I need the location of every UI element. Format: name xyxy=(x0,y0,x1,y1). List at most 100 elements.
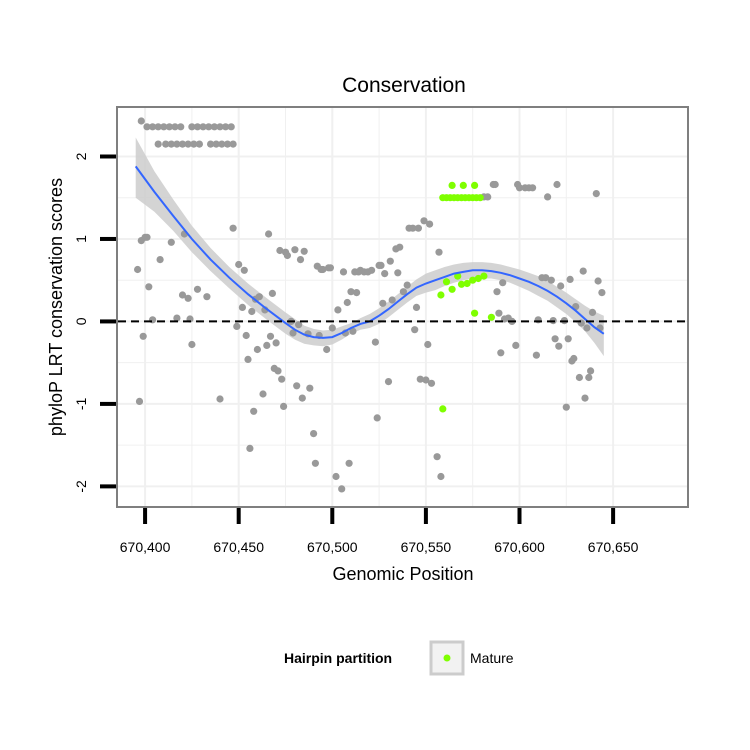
mature-point xyxy=(437,291,445,299)
smooth-line xyxy=(134,165,605,339)
mature-point xyxy=(471,181,479,189)
data-point xyxy=(347,288,355,296)
data-point xyxy=(210,123,218,131)
data-point xyxy=(426,220,434,228)
data-point xyxy=(229,224,237,232)
legend-key-mature xyxy=(429,640,465,676)
data-point xyxy=(246,444,254,452)
data-point xyxy=(283,251,291,260)
data-point xyxy=(319,265,327,274)
data-point xyxy=(515,184,524,192)
data-point xyxy=(167,238,175,246)
data-point xyxy=(564,335,572,343)
data-point xyxy=(223,140,232,148)
data-point xyxy=(381,270,389,278)
data-point xyxy=(437,472,445,481)
y-tick-label: 2 xyxy=(73,152,89,160)
legend-title: Hairpin partition xyxy=(284,650,392,666)
data-point xyxy=(581,394,589,402)
data-point xyxy=(240,266,248,274)
data-point xyxy=(212,140,220,148)
data-point xyxy=(575,373,584,382)
data-point xyxy=(188,340,196,349)
data-point xyxy=(377,261,385,269)
data-point xyxy=(544,193,552,201)
y-tick-label: 0 xyxy=(73,317,89,325)
data-point xyxy=(532,351,541,359)
grid-lines xyxy=(118,108,687,506)
data-point xyxy=(216,123,224,131)
data-point xyxy=(420,217,428,225)
data-point xyxy=(203,293,211,301)
x-tick-label: 670,550 xyxy=(401,539,452,555)
data-point xyxy=(135,397,144,405)
mature-point xyxy=(448,181,456,189)
data-point xyxy=(253,345,261,354)
data-point xyxy=(562,403,570,411)
data-point xyxy=(154,123,162,131)
data-point xyxy=(386,257,394,265)
data-point xyxy=(384,378,393,386)
data-point xyxy=(193,123,202,131)
data-point xyxy=(259,390,267,398)
plot-panel xyxy=(116,106,689,508)
data-point xyxy=(296,256,305,264)
chart-title: Conservation xyxy=(342,74,466,97)
data-point xyxy=(495,309,503,317)
data-point xyxy=(353,289,361,297)
data-point xyxy=(134,265,142,274)
data-point xyxy=(396,243,404,251)
data-point xyxy=(178,291,187,299)
smooth-line-group xyxy=(134,165,605,339)
data-point xyxy=(585,373,593,382)
data-points xyxy=(134,117,606,493)
data-point xyxy=(547,276,555,284)
data-point xyxy=(276,246,284,255)
data-point xyxy=(349,327,357,335)
data-point xyxy=(484,193,492,201)
data-point xyxy=(156,256,164,264)
data-point xyxy=(598,289,606,297)
x-tick-label: 670,500 xyxy=(307,539,358,555)
data-point xyxy=(291,246,299,254)
data-point xyxy=(332,472,340,481)
data-point xyxy=(289,329,297,337)
data-point xyxy=(184,140,192,148)
data-point xyxy=(566,275,574,283)
data-point xyxy=(195,140,203,148)
mature-point xyxy=(463,279,471,288)
mature-point xyxy=(480,272,488,280)
data-point xyxy=(272,339,280,347)
data-point xyxy=(323,345,331,354)
mature-point xyxy=(439,405,447,413)
data-point xyxy=(177,123,185,131)
data-point xyxy=(244,355,252,363)
data-point xyxy=(205,123,213,131)
data-point xyxy=(171,123,179,131)
mature-point xyxy=(457,280,466,288)
data-point xyxy=(167,140,175,148)
data-point xyxy=(235,260,243,269)
data-point xyxy=(149,123,157,131)
legend-point-mature xyxy=(443,654,451,662)
data-point xyxy=(263,341,271,349)
data-point xyxy=(160,123,168,131)
data-point xyxy=(280,402,288,410)
data-point xyxy=(265,230,273,238)
data-point xyxy=(143,233,151,241)
data-point xyxy=(403,281,411,289)
data-point xyxy=(435,248,443,256)
data-point xyxy=(427,379,436,387)
data-point xyxy=(298,394,306,402)
data-point xyxy=(512,341,520,349)
data-point xyxy=(542,274,550,282)
data-point xyxy=(266,332,275,340)
data-point xyxy=(414,224,422,232)
data-point xyxy=(594,277,602,285)
data-point xyxy=(199,123,207,131)
data-point xyxy=(388,296,396,304)
data-point xyxy=(193,285,202,293)
data-point xyxy=(422,376,430,384)
data-point xyxy=(306,384,314,392)
